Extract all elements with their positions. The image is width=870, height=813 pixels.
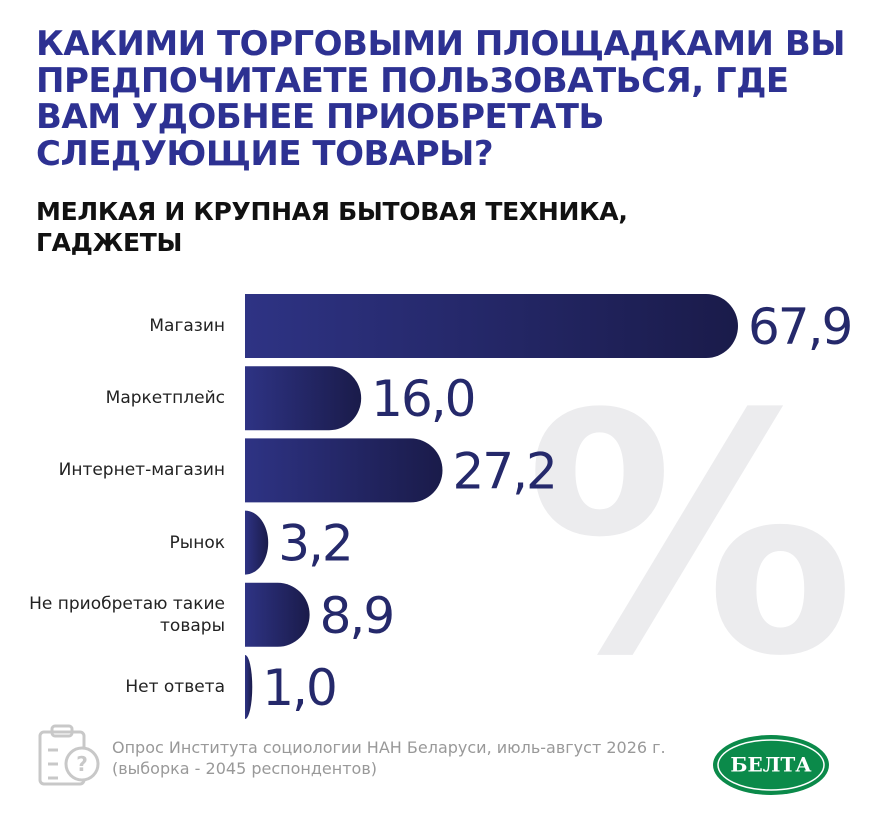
chart-title: КАКИМИ ТОРГОВЫМИ ПЛОЩАДКАМИ ВЫ ПРЕДПОЧИТ… — [36, 24, 845, 175]
category-label: Нет ответа — [125, 676, 225, 697]
category-label: Не приобретаю такие товары — [29, 593, 225, 636]
bar — [245, 438, 443, 503]
category-label: Интернет-магазин — [58, 460, 225, 481]
value-label: 27,2 — [452, 442, 555, 500]
bar — [245, 294, 738, 358]
value-label: 1,0 — [262, 659, 336, 717]
notes-icon: ? — [38, 724, 100, 786]
value-label: 67,9 — [748, 298, 851, 356]
bar — [245, 582, 310, 647]
category-label: Рынок — [169, 532, 225, 553]
logo-text: БЕЛТА — [730, 753, 812, 777]
value-label: 16,0 — [371, 370, 474, 428]
bar — [245, 366, 362, 431]
logo: БЕЛТА — [713, 735, 829, 795]
value-label: 8,9 — [320, 587, 394, 645]
note-line: Опрос Института социологии НАН Беларуси,… — [112, 738, 666, 757]
bar — [245, 655, 253, 719]
notes: Опрос Института социологии НАН Беларуси,… — [112, 738, 666, 780]
note-line: (выборка - 2045 респондентов) — [112, 758, 377, 778]
chart-subtitle: МЕЛКАЯ И КРУПНАЯ БЫТОВАЯ ТЕХНИКА, ГАДЖЕТ… — [36, 197, 628, 258]
value-label: 3,2 — [278, 515, 352, 573]
category-label: Магазин — [149, 315, 225, 336]
svg-text:?: ? — [76, 752, 88, 776]
bar — [245, 510, 269, 575]
watermark: % — [525, 344, 856, 728]
category-label: Маркетплейс — [105, 388, 225, 409]
